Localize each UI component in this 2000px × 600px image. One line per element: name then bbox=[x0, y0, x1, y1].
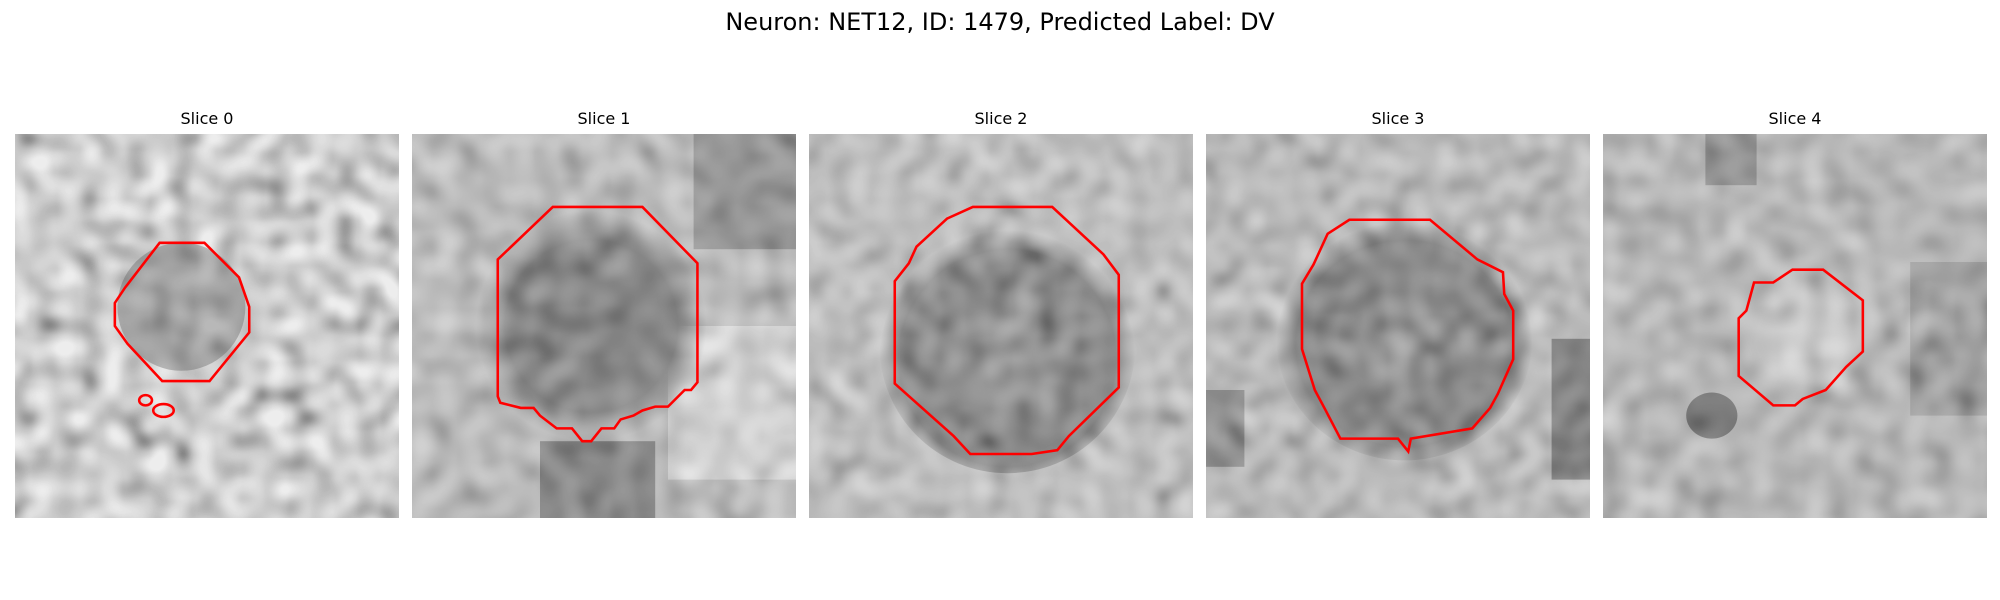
slice-image-2 bbox=[809, 134, 1193, 518]
contour-0 bbox=[113, 241, 251, 383]
contour-4 bbox=[1737, 268, 1865, 407]
slice-title-3: Slice 3 bbox=[1371, 109, 1425, 128]
slice-panel-3: Slice 3 bbox=[1206, 108, 1590, 518]
contour-2 bbox=[893, 205, 1121, 456]
slice-image-0 bbox=[15, 134, 399, 518]
slice-image-3 bbox=[1206, 134, 1590, 518]
slice-noise-3 bbox=[1206, 134, 1590, 518]
contour-fragment-0a bbox=[137, 393, 154, 407]
slice-title-1: Slice 1 bbox=[577, 109, 631, 128]
slice-noise-2 bbox=[809, 134, 1193, 518]
slice-noise-1 bbox=[412, 134, 796, 518]
slice-noise-4 bbox=[1603, 134, 1987, 518]
slice-title-4: Slice 4 bbox=[1768, 109, 1822, 128]
slice-panel-2: Slice 2 bbox=[809, 108, 1193, 518]
slice-image-1 bbox=[412, 134, 796, 518]
slice-panel-4: Slice 4 bbox=[1603, 108, 1987, 518]
contour-1 bbox=[496, 205, 699, 443]
cell-body-0 bbox=[117, 242, 246, 371]
slice-title-2: Slice 2 bbox=[974, 109, 1028, 128]
slice-title-0: Slice 0 bbox=[180, 109, 234, 128]
slice-panel-0: Slice 0 bbox=[15, 108, 399, 518]
figure-title: Neuron: NET12, ID: 1479, Predicted Label… bbox=[725, 8, 1275, 36]
contour-fragment-0b bbox=[151, 402, 176, 419]
contour-3 bbox=[1300, 218, 1515, 455]
slice-noise-0 bbox=[15, 134, 399, 518]
slice-panel-1: Slice 1 bbox=[412, 108, 796, 518]
slice-image-4 bbox=[1603, 134, 1987, 518]
